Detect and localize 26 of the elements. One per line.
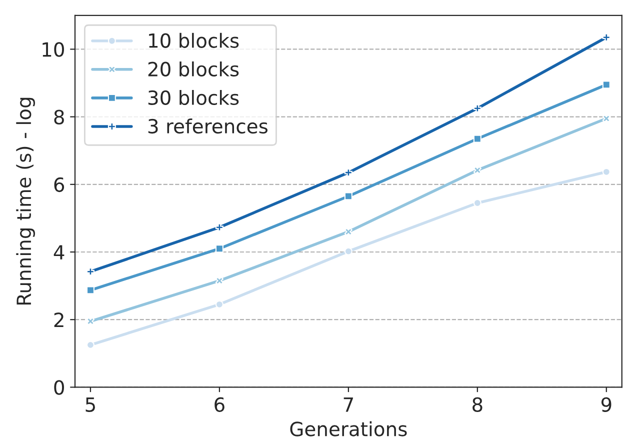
y-axis-title: Running time (s) - log (16, 98, 35, 305)
x-axis-title: Generations (290, 421, 407, 436)
y-tick-label: 2 (54, 312, 64, 327)
y-tick-label: 4 (54, 245, 64, 260)
point (473, 134, 482, 143)
x-tick-label: 7 (344, 398, 353, 412)
legend-label: 30 blocks (148, 90, 239, 106)
y-tick-label: 8 (54, 110, 64, 124)
y-tick-label: 0 (54, 380, 64, 395)
point (473, 199, 482, 207)
legend-label: 10 blocks (149, 32, 239, 48)
point (215, 244, 224, 253)
legend-label: 20 blocks (148, 61, 239, 76)
point (602, 33, 610, 42)
y-tick-label: 6 (54, 177, 64, 192)
x-tick-label: 8 (472, 397, 482, 412)
x-tick-label: 5 (86, 398, 95, 412)
point (344, 247, 352, 256)
point (473, 104, 482, 112)
legend-label: 3 references (148, 118, 268, 134)
y-tick-label: 10 (42, 42, 64, 57)
point (215, 223, 224, 232)
x-tick-label: 9 (601, 397, 612, 412)
point (344, 192, 352, 200)
point (602, 80, 610, 89)
x-tick-label: 6 (214, 397, 224, 412)
